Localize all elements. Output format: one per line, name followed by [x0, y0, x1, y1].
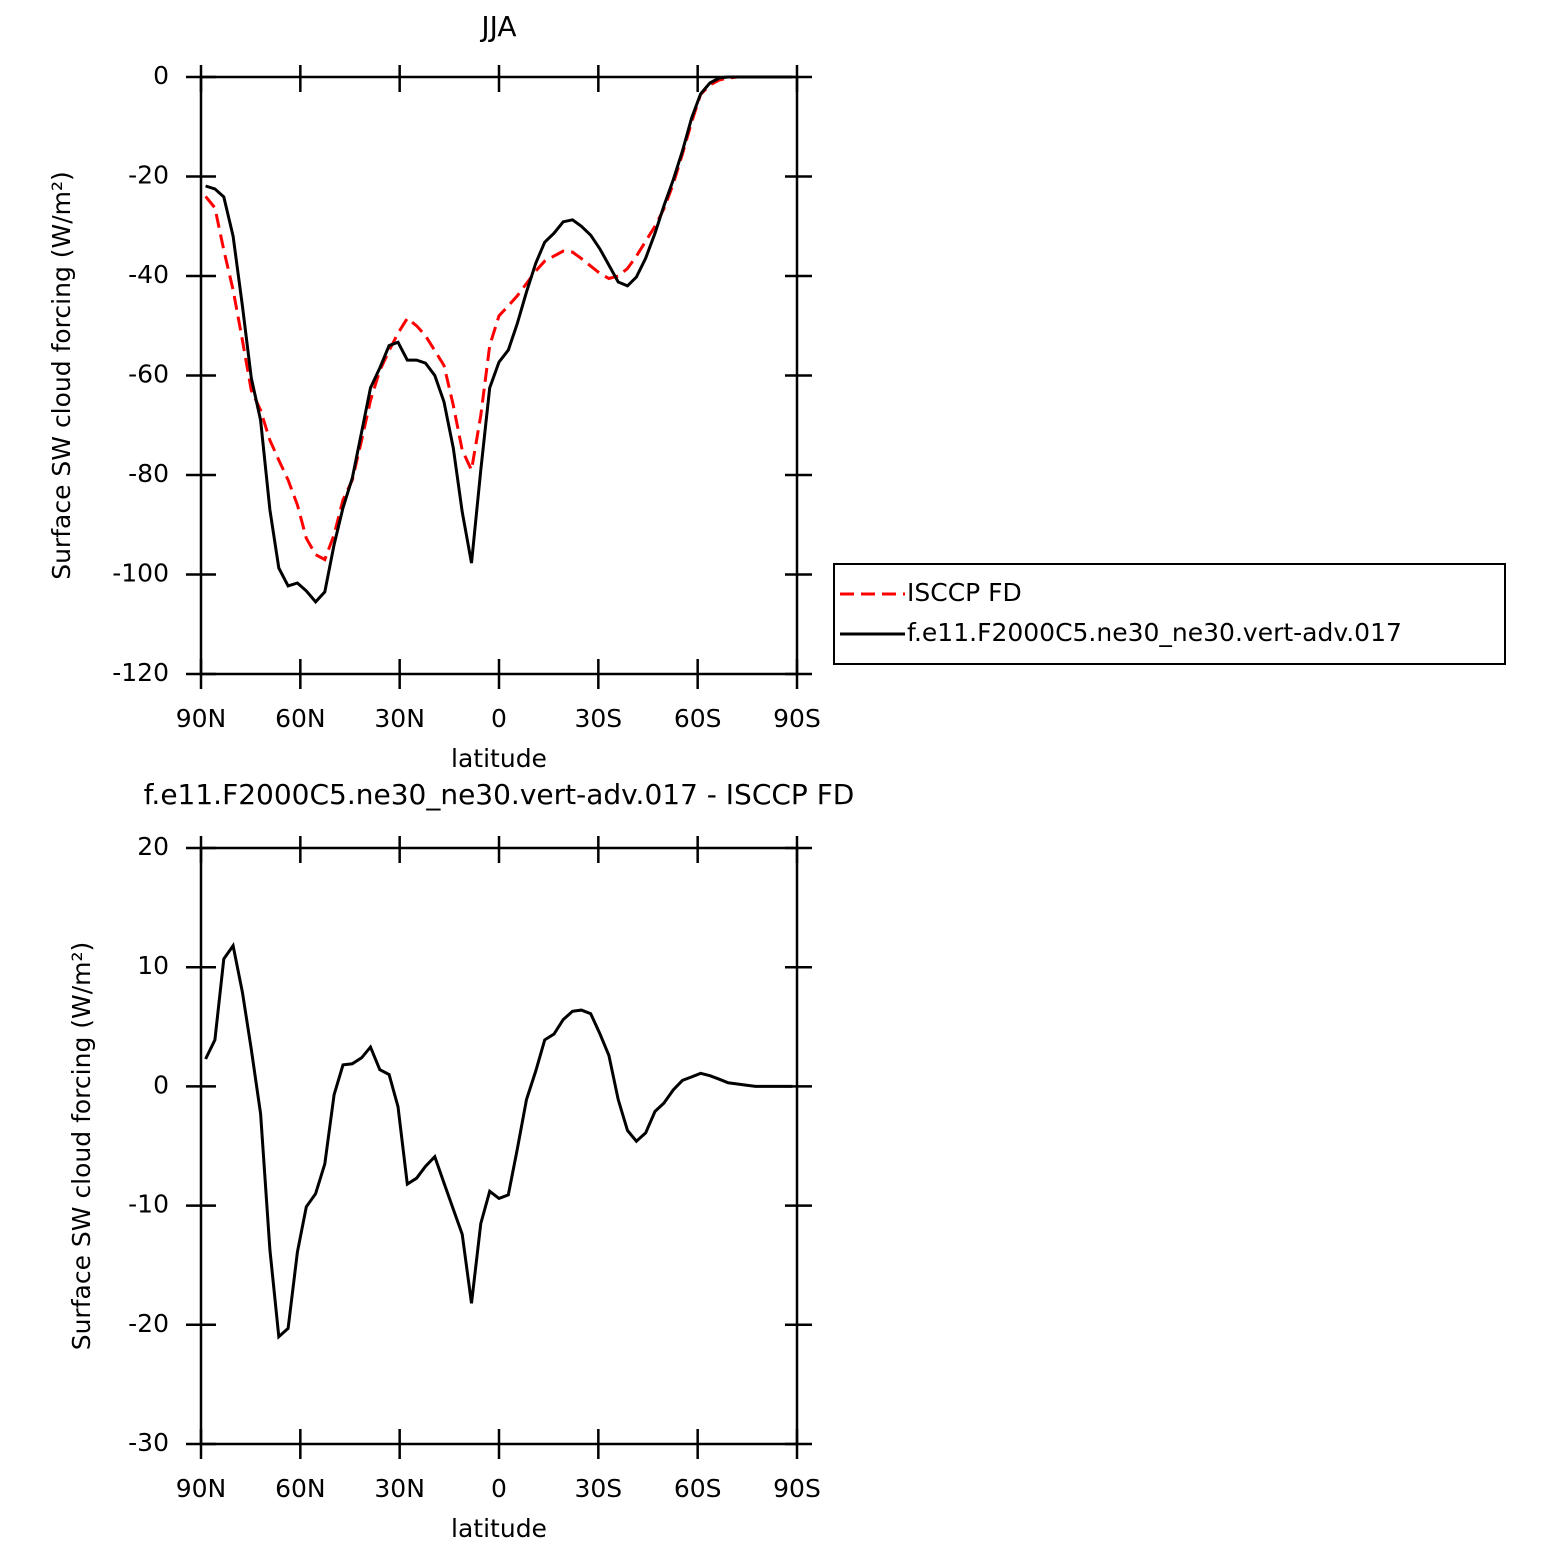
chart-title: f.e11.F2000C5.ne30_ne30.vert-adv.017 - I… [144, 778, 855, 811]
y-tick-label: -10 [128, 1190, 169, 1219]
y-tick-label: -80 [128, 459, 169, 488]
legend-label: ISCCP FD [907, 578, 1022, 607]
y-tick-label: 0 [153, 1070, 169, 1099]
legend-label: f.e11.F2000C5.ne30_ne30.vert-adv.017 [907, 618, 1402, 647]
y-axis-label: Surface SW cloud forcing (W/m²) [67, 942, 96, 1351]
legend-box [833, 563, 1506, 665]
y-tick-label: -20 [128, 1309, 169, 1338]
x-axis-label: latitude [451, 1514, 547, 1543]
y-tick-label: -100 [112, 559, 169, 588]
x-tick-label: 60N [275, 1474, 326, 1503]
x-tick-label: 90S [773, 704, 821, 733]
x-tick-label: 90S [773, 1474, 821, 1503]
x-tick-label: 0 [491, 704, 507, 733]
x-tick-label: 30N [374, 1474, 425, 1503]
x-tick-label: 90N [176, 704, 227, 733]
x-tick-label: 30S [574, 1474, 622, 1503]
series-line [204, 941, 793, 1340]
y-tick-label: -30 [128, 1428, 169, 1457]
plot-frame [199, 846, 799, 1446]
x-tick-label: 60N [275, 704, 326, 733]
y-tick-label: -120 [112, 658, 169, 687]
series-line [204, 75, 793, 562]
y-tick-label: 0 [153, 61, 169, 90]
x-tick-label: 90N [176, 1474, 227, 1503]
y-tick-label: -20 [128, 161, 169, 190]
chart-title: JJA [479, 10, 516, 43]
x-tick-label: 30S [574, 704, 622, 733]
x-tick-label: 60S [674, 1474, 722, 1503]
x-tick-label: 60S [674, 704, 722, 733]
y-tick-label: 20 [137, 832, 169, 861]
series-line [205, 75, 793, 605]
x-axis-label: latitude [451, 744, 547, 773]
x-tick-label: 30N [374, 704, 425, 733]
y-tick-label: -40 [128, 260, 169, 289]
y-tick-label: 10 [137, 951, 169, 980]
x-tick-label: 0 [491, 1474, 507, 1503]
y-axis-label: Surface SW cloud forcing (W/m²) [47, 171, 76, 580]
y-tick-label: -60 [128, 360, 169, 389]
